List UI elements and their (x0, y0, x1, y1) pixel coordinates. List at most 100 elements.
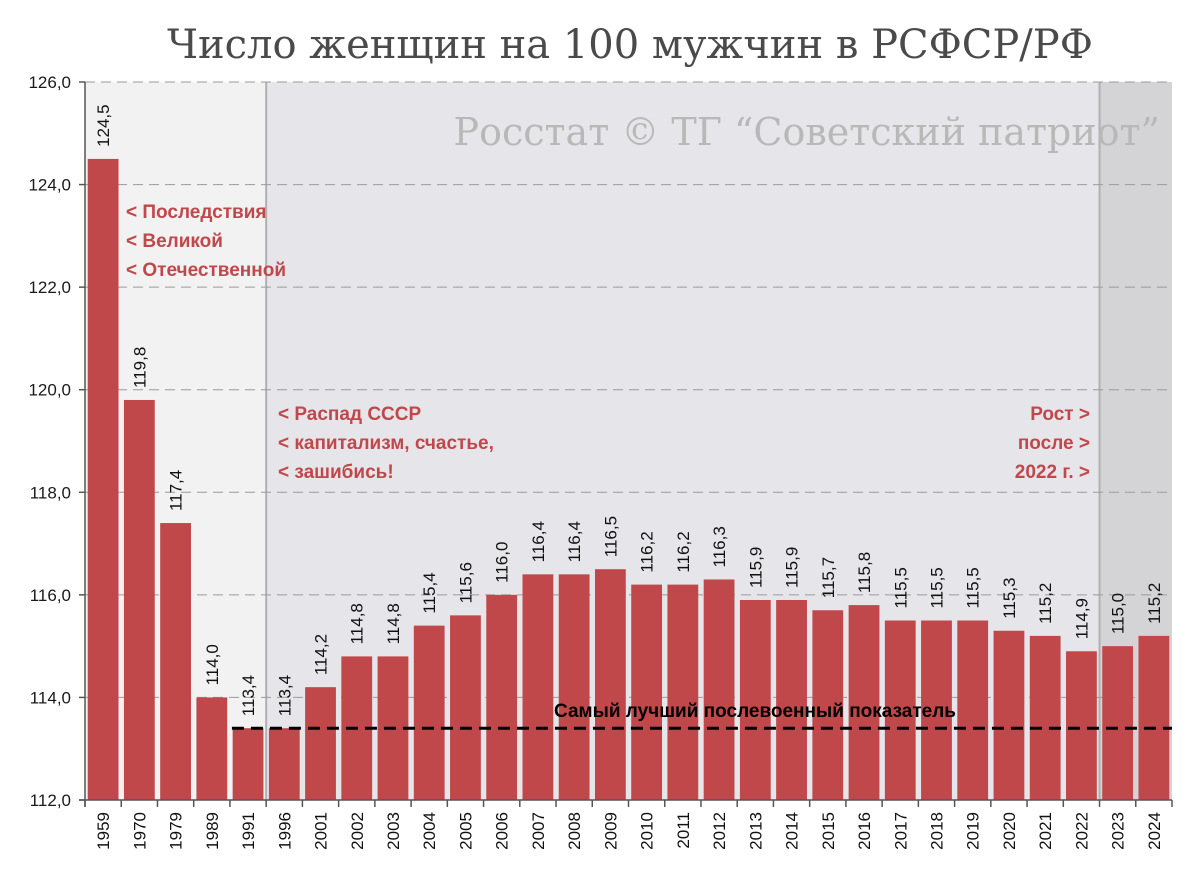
x-tick-labels: 1959 1970 1979 1989 1991 1996 2001 2002 2003 2004… (94, 812, 1164, 850)
bar-2015 (812, 610, 844, 800)
x-tick-label: 1989 (203, 812, 222, 850)
value-label: 116,2 (638, 531, 657, 572)
bar-1991 (232, 728, 264, 800)
value-label: 114,0 (203, 644, 222, 685)
value-label: 115,9 (746, 547, 765, 588)
x-tick-label: 2009 (601, 812, 620, 850)
value-label: 115,2 (1145, 583, 1164, 624)
reference-line-label: Самый лучший послевоенный показатель (554, 701, 956, 722)
value-label: 114,2 (312, 634, 331, 675)
bars (87, 158, 1170, 800)
x-tick-label: 2014 (783, 812, 802, 850)
annotation-post-2022-line: Рост > (1030, 404, 1090, 425)
value-label: 115,9 (783, 547, 802, 588)
value-label: 119,8 (130, 347, 149, 388)
bar-2019 (957, 620, 989, 800)
value-label: 117,4 (167, 470, 186, 511)
value-label: 115,6 (456, 562, 475, 603)
x-tick-label: 2002 (348, 812, 367, 850)
x-tick-label: 2012 (710, 812, 729, 850)
x-tick-label: 2010 (638, 812, 657, 850)
reference-line: Самый лучший послевоенный показатель (231, 701, 1172, 730)
annotation-ussr-collapse-line: < зашибись! (278, 462, 394, 483)
x-tick-label: 1991 (239, 812, 258, 850)
x-tick-label: 2021 (1036, 812, 1055, 850)
value-label: 115,3 (1000, 577, 1019, 618)
annotation-war-line: < Последствия (126, 202, 266, 223)
annotation-post-2022-line: после > (1018, 433, 1090, 454)
annotations: < Последствия < Великой < Отечественной < Р… (126, 202, 1090, 483)
x-tick-label: 2016 (855, 812, 874, 850)
y-tick-label: 118,0 (30, 483, 71, 502)
bar-2005 (450, 615, 481, 800)
x-tick-label: 1996 (275, 812, 294, 850)
value-label: 115,5 (927, 567, 946, 608)
value-label: 114,9 (1072, 598, 1091, 639)
value-label: 116,0 (493, 542, 512, 583)
y-tick-label: 112,0 (30, 791, 71, 810)
value-label: 115,5 (964, 567, 983, 608)
x-tick-label: 1970 (130, 812, 149, 850)
value-label: 115,2 (1036, 583, 1055, 624)
x-tick-label: 2008 (565, 812, 584, 850)
value-label: 116,2 (674, 531, 693, 572)
bar-2016 (848, 605, 880, 800)
x-tick-label: 2007 (529, 812, 548, 850)
y-tick-label: 124,0 (28, 176, 71, 195)
bar-2010 (631, 584, 663, 800)
bar-2011 (667, 584, 699, 800)
x-tick-label: 2023 (1109, 812, 1128, 850)
value-labels: 124,5 119,8 117,4 114,0 113,4 113,4 114,2 114,8… (94, 104, 1164, 716)
annotation-post-2022: Рост > после > 2022 г. > (1015, 404, 1090, 483)
chart-title: Число женщин на 100 мужчин в РСФСР/РФ (167, 22, 1093, 68)
value-label: 116,4 (529, 521, 548, 562)
x-tick-label: 2005 (456, 812, 475, 850)
axes (79, 81, 1173, 807)
y-tick-label: 120,0 (28, 381, 71, 400)
bar-2014 (776, 599, 807, 800)
bar-1989 (196, 697, 228, 800)
value-label: 116,5 (601, 516, 620, 557)
bar-2021 (1029, 635, 1061, 800)
bar-2023 (1102, 646, 1134, 800)
annotation-post-2022-line: 2022 г. > (1015, 462, 1090, 483)
value-label: 114,8 (348, 603, 367, 644)
bar-1979 (160, 523, 191, 800)
value-label: 116,4 (565, 521, 584, 562)
x-tick-label: 2018 (927, 812, 946, 850)
value-label: 124,5 (94, 104, 113, 147)
annotation-war: < Последствия < Великой < Отечественной (126, 202, 286, 281)
bar-2018 (921, 620, 952, 800)
x-tick-label: 1959 (94, 812, 113, 850)
value-label: 115,8 (855, 552, 874, 593)
annotation-ussr-collapse-line: < Распад СССР (278, 404, 421, 425)
annotation-ussr-collapse-line: < капитализм, счастье, (278, 433, 494, 454)
x-tick-label: 2011 (674, 812, 693, 849)
bar-2008 (558, 574, 590, 800)
y-tick-label: 114,0 (30, 688, 71, 707)
y-tick-labels: 112,0 114,0 116,0 118,0 120,0 122,0 124,0 126,0 (28, 73, 71, 810)
value-label: 115,5 (891, 567, 910, 608)
bar-2007 (522, 574, 554, 800)
value-label: 113,4 (275, 675, 294, 716)
x-tick-label: 2019 (964, 812, 983, 850)
x-tick-label: 2020 (1000, 812, 1019, 850)
value-label: 113,4 (239, 675, 258, 716)
watermark: Росстат © ТГ “Советский патриот” (454, 110, 1161, 154)
x-tick-label: 2013 (746, 812, 765, 850)
y-tick-label: 122,0 (28, 278, 71, 297)
bar-1996 (268, 728, 300, 800)
x-tick-label: 2003 (384, 812, 403, 850)
bar-2022 (1066, 651, 1097, 800)
x-tick-label: 2006 (493, 812, 512, 850)
bar-2004 (413, 625, 445, 800)
bar-2024 (1138, 635, 1170, 800)
annotation-war-line: < Отечественной (126, 260, 286, 281)
bar-2017 (884, 620, 916, 800)
value-label: 116,3 (710, 526, 729, 567)
bar-2009 (594, 569, 626, 800)
gridlines (85, 81, 1172, 698)
value-label: 115,0 (1109, 593, 1128, 634)
bar-2020 (993, 630, 1025, 800)
